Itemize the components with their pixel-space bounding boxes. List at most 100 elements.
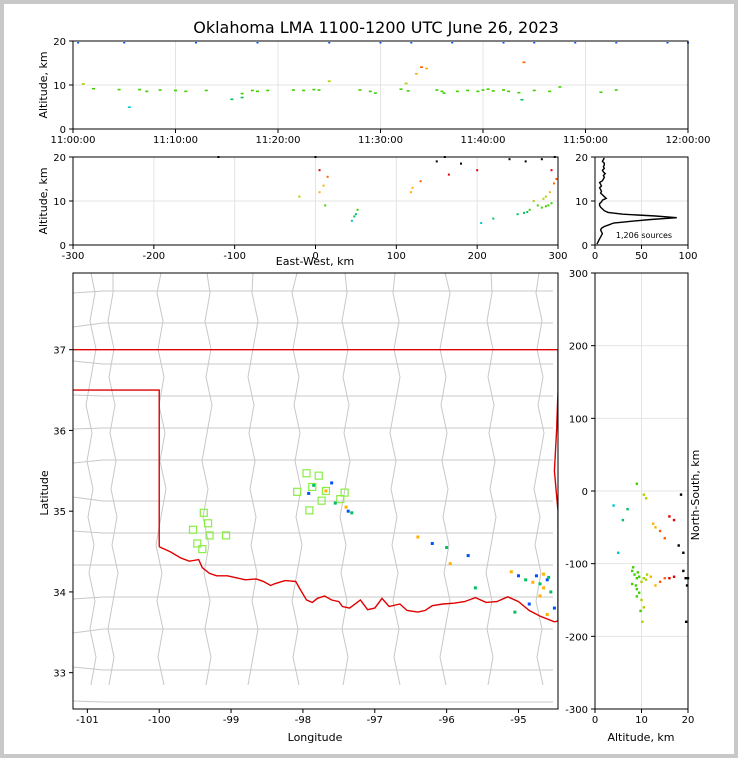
ew-frame xyxy=(72,156,559,246)
ns-source-point xyxy=(668,515,671,518)
time-top-source-point xyxy=(256,42,259,44)
ns-source-point xyxy=(631,566,635,569)
ns-ytick-label: -100 xyxy=(565,560,588,571)
ew-source-point xyxy=(550,169,553,172)
ew-xtick-label: 100 xyxy=(387,251,406,262)
time-source-point xyxy=(486,88,490,90)
lma-station-marker xyxy=(340,488,349,497)
map-frame xyxy=(72,272,559,710)
map-xtick-label: -95 xyxy=(510,715,526,726)
time-top-source-point xyxy=(615,42,618,44)
ew-panel-xlabel: East-West, km xyxy=(276,255,354,268)
map-source-point xyxy=(430,541,434,545)
ns-ytick-label: 100 xyxy=(569,414,588,425)
ns-source-point xyxy=(649,575,652,578)
time-source-point xyxy=(614,89,618,91)
county-line-horizontal xyxy=(73,628,553,634)
ew-ytick-label: 0 xyxy=(60,241,66,252)
ew-source-point xyxy=(353,215,356,218)
map-source-point xyxy=(416,535,420,539)
map-source-point xyxy=(445,546,449,550)
ew-source-point xyxy=(411,186,414,189)
time-source-point xyxy=(440,90,444,93)
time-altitude-panel: 11:00:00 11:10:00 11:20:00 11:30:00 11:40:00… xyxy=(51,37,711,146)
ew-ytick-label: 10 xyxy=(53,197,66,208)
county-line-horizontal xyxy=(73,700,553,703)
time-source-point xyxy=(491,90,495,92)
map-source-point xyxy=(516,574,520,578)
time-xtick-label: 11:40:00 xyxy=(461,135,506,146)
lma-station-marker xyxy=(314,471,323,480)
ew-source-point xyxy=(524,160,527,163)
map-source-point xyxy=(350,511,354,515)
time-source-point xyxy=(138,88,142,91)
ns-source-point xyxy=(635,595,639,598)
county-line-vertical xyxy=(85,273,97,686)
map-source-point xyxy=(542,572,546,576)
time-ytick-label: 10 xyxy=(53,81,66,92)
time-source-point xyxy=(266,89,270,92)
ew-source-point xyxy=(318,191,321,194)
county-line-horizontal xyxy=(73,666,553,671)
map-source-point xyxy=(473,586,477,590)
time-source-point xyxy=(599,91,603,94)
ew-source-point xyxy=(528,208,531,211)
map-source-point xyxy=(324,489,328,493)
ns-source-point xyxy=(634,584,638,587)
map-ytick-label: 36 xyxy=(53,426,66,437)
ns-source-point xyxy=(633,573,636,576)
ns-source-point xyxy=(663,537,666,540)
county-line-vertical xyxy=(439,273,451,686)
lma-figure: Oklahoma LMA 1100-1200 UTC June 26, 2023… xyxy=(37,18,711,744)
lma-station-marker xyxy=(205,531,214,540)
ns-source-point xyxy=(682,551,685,554)
county-line-vertical xyxy=(389,273,401,686)
lma-station-marker xyxy=(308,482,317,492)
hist-xtick-label: 50 xyxy=(635,251,648,262)
ns-source-point xyxy=(631,569,634,573)
county-line-vertical xyxy=(339,273,351,686)
ns-source-point xyxy=(636,571,639,574)
time-source-point xyxy=(442,92,446,94)
state-border-red-river xyxy=(158,546,558,623)
ew-source-point xyxy=(523,211,526,214)
ns-source-point xyxy=(612,504,615,507)
time-source-point xyxy=(145,90,149,93)
time-frame xyxy=(72,40,689,130)
ew-xtick-label: -200 xyxy=(142,251,165,262)
time-top-source-point xyxy=(451,42,454,44)
time-source-point xyxy=(399,88,403,90)
time-xtick-label: 11:50:00 xyxy=(563,135,608,146)
time-source-point xyxy=(373,92,377,94)
time-source-point xyxy=(425,67,429,70)
ns-source-point xyxy=(635,587,639,591)
ew-source-point xyxy=(298,195,301,198)
map-source-point xyxy=(545,613,549,617)
ew-source-point xyxy=(492,217,495,220)
time-source-point xyxy=(117,88,121,91)
hist-ytick-label: 20 xyxy=(575,153,588,164)
time-source-point xyxy=(548,90,552,93)
ns-source-point xyxy=(679,493,683,496)
county-line-vertical xyxy=(291,273,303,686)
time-top-source-point xyxy=(379,42,382,44)
ew-source-point xyxy=(409,191,412,194)
ew-source-point xyxy=(548,191,551,194)
county-line-vertical xyxy=(107,273,119,686)
time-source-point xyxy=(240,96,244,99)
time-source-point xyxy=(558,86,562,88)
ns-source-point xyxy=(658,529,662,533)
time-source-point xyxy=(240,92,244,95)
ew-xtick-label: -100 xyxy=(223,251,246,262)
map-xtick-label: -97 xyxy=(367,715,383,726)
ns-source-point xyxy=(684,577,687,580)
histogram-annotation: 1,206 sources xyxy=(616,231,672,240)
map-source-point xyxy=(344,505,348,509)
ew-source-point xyxy=(547,204,550,207)
time-top-source-point xyxy=(666,42,669,44)
lma-station-marker xyxy=(199,508,208,517)
ns-source-point xyxy=(642,493,646,496)
hist-xtick-label: 0 xyxy=(592,251,598,262)
time-source-point xyxy=(204,89,208,92)
county-line-horizontal xyxy=(73,427,553,430)
